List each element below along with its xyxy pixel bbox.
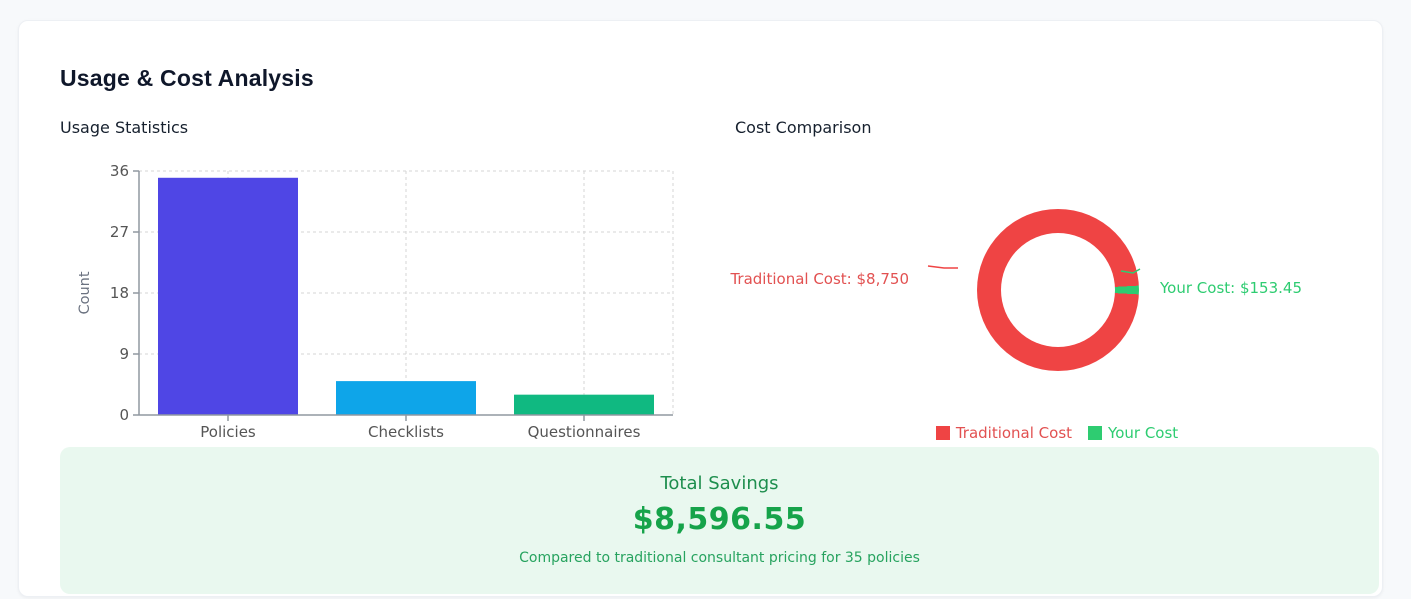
cost-legend: Traditional Cost Your Cost [735,424,1379,442]
total-savings-subtitle: Compared to traditional consultant prici… [519,550,920,566]
traditional-cost-callout: Traditional Cost: $8,750 [730,270,909,288]
bar-questionnaires[interactable] [514,394,654,415]
total-savings-banner: Total Savings $8,596.55 Compared to trad… [60,447,1379,594]
usage-statistics-bar-chart[interactable]: 0 9 18 27 36 Policies Checklists Questionnaires… [59,156,719,441]
total-savings-amount: $8,596.55 [632,502,807,537]
y-tick-label: 0 [119,406,129,424]
y-axis-title: Count [77,271,93,314]
your-cost-callout: Your Cost: $153.45 [1160,279,1302,297]
legend-label-your-cost: Your Cost [1108,424,1179,442]
x-category-label: Questionnaires [528,423,641,441]
x-category-label: Checklists [368,423,444,441]
x-category-label: Policies [200,423,256,441]
y-tick-label: 18 [110,284,129,302]
usage-cost-analysis-card: Usage & Cost Analysis Usage Statistics C… [18,20,1383,597]
legend-label-traditional-cost: Traditional Cost [955,424,1073,442]
y-tick-label: 9 [119,345,129,363]
bar-checklists[interactable] [336,381,476,415]
y-tick-label: 36 [110,162,129,180]
y-tick-label: 27 [110,223,129,241]
legend-item-your-cost[interactable]: Your Cost [1088,424,1178,442]
legend-item-traditional-cost[interactable]: Traditional Cost [935,424,1073,442]
page-title: Usage & Cost Analysis [60,65,314,91]
cost-comparison-donut-chart[interactable] [977,209,1139,371]
bar-policies[interactable] [158,177,298,415]
donut-hole [1001,233,1115,347]
total-savings-title: Total Savings [660,473,779,494]
your-cost-swatch [1088,426,1103,440]
cost-comparison-title: Cost Comparison [735,118,872,137]
usage-statistics-title: Usage Statistics [60,118,189,137]
traditional-cost-swatch [935,426,950,440]
